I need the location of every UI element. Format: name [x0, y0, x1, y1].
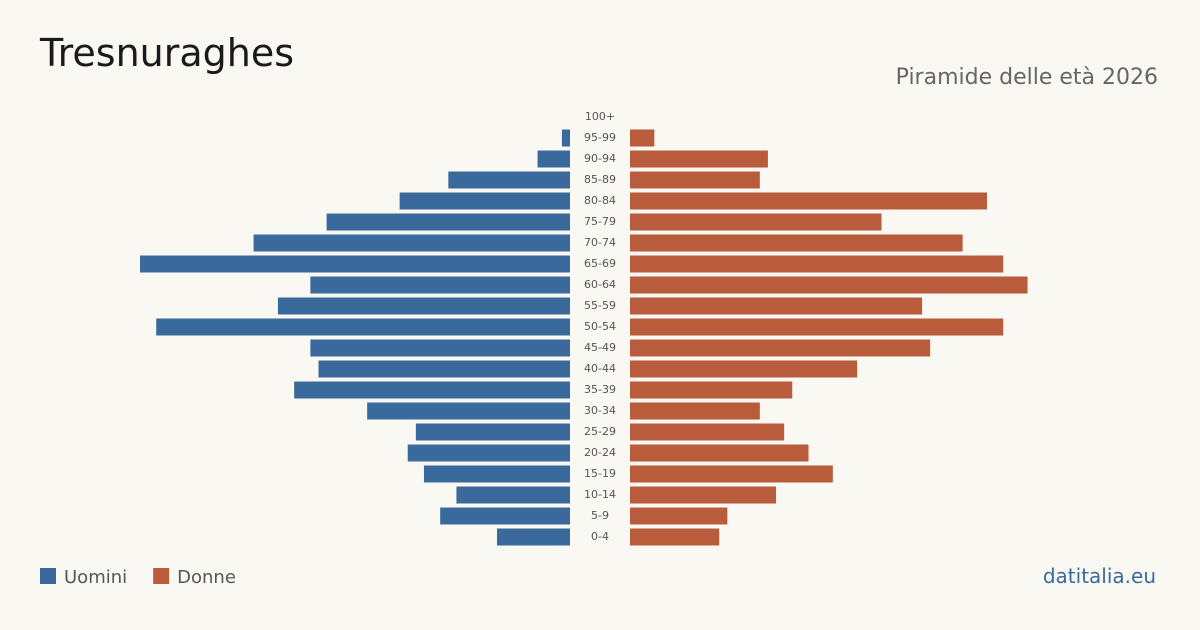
age-label: 10-14 — [584, 488, 616, 501]
bar — [630, 192, 987, 210]
bar — [630, 276, 1028, 294]
age-label: 95-99 — [584, 131, 616, 144]
chart-title: Tresnuraghes — [39, 31, 294, 75]
age-label: 5-9 — [591, 509, 609, 522]
bar — [630, 507, 728, 525]
bar — [496, 528, 570, 546]
bar — [448, 171, 570, 189]
age-label: 0-4 — [591, 530, 609, 543]
bar — [630, 381, 793, 399]
age-label: 55-59 — [584, 299, 616, 312]
age-label: 65-69 — [584, 257, 616, 270]
bar — [277, 297, 570, 315]
age-label: 15-19 — [584, 467, 616, 480]
bar — [399, 192, 570, 210]
legend-label: Donne — [177, 567, 236, 588]
bar — [630, 444, 809, 462]
age-label: 60-64 — [584, 278, 616, 291]
bar — [326, 213, 570, 231]
age-label: 50-54 — [584, 320, 616, 333]
bar — [630, 528, 720, 546]
chart-subtitle: Piramide delle età 2026 — [896, 65, 1158, 90]
bar — [630, 360, 858, 378]
bar — [253, 234, 570, 252]
bar — [630, 150, 768, 168]
legend-swatch — [153, 568, 170, 584]
bar — [407, 444, 570, 462]
bar — [423, 465, 570, 483]
bar — [630, 423, 785, 441]
bar — [630, 255, 1004, 273]
bar — [456, 486, 570, 504]
bar — [318, 360, 570, 378]
bar — [537, 150, 570, 168]
legend-swatch — [40, 568, 56, 584]
bar — [310, 339, 570, 357]
age-label: 45-49 — [584, 341, 616, 354]
bar — [630, 318, 1004, 336]
bar — [630, 234, 963, 252]
bar — [156, 318, 570, 336]
age-label: 40-44 — [584, 362, 616, 375]
age-label: 80-84 — [584, 194, 616, 207]
bar — [561, 129, 570, 147]
age-label: 70-74 — [584, 236, 616, 249]
source-link[interactable]: datitalia.eu — [1043, 564, 1156, 588]
bar — [630, 465, 833, 483]
bar — [630, 297, 923, 315]
age-label: 75-79 — [584, 215, 616, 228]
legend-label: Uomini — [64, 567, 127, 588]
age-label: 20-24 — [584, 446, 616, 459]
age-label: 90-94 — [584, 152, 616, 165]
bar — [630, 402, 760, 420]
age-label: 30-34 — [584, 404, 616, 417]
bar — [440, 507, 570, 525]
age-label: 25-29 — [584, 425, 616, 438]
bar — [630, 129, 655, 147]
bar — [630, 171, 760, 189]
bar — [630, 213, 882, 231]
bar — [140, 255, 570, 273]
age-label: 100+ — [585, 110, 615, 123]
bar — [630, 339, 931, 357]
bar — [415, 423, 570, 441]
age-label: 85-89 — [584, 173, 616, 186]
age-label: 35-39 — [584, 383, 616, 396]
bar — [310, 276, 570, 294]
bar — [294, 381, 570, 399]
bar — [367, 402, 570, 420]
bar — [630, 486, 777, 504]
